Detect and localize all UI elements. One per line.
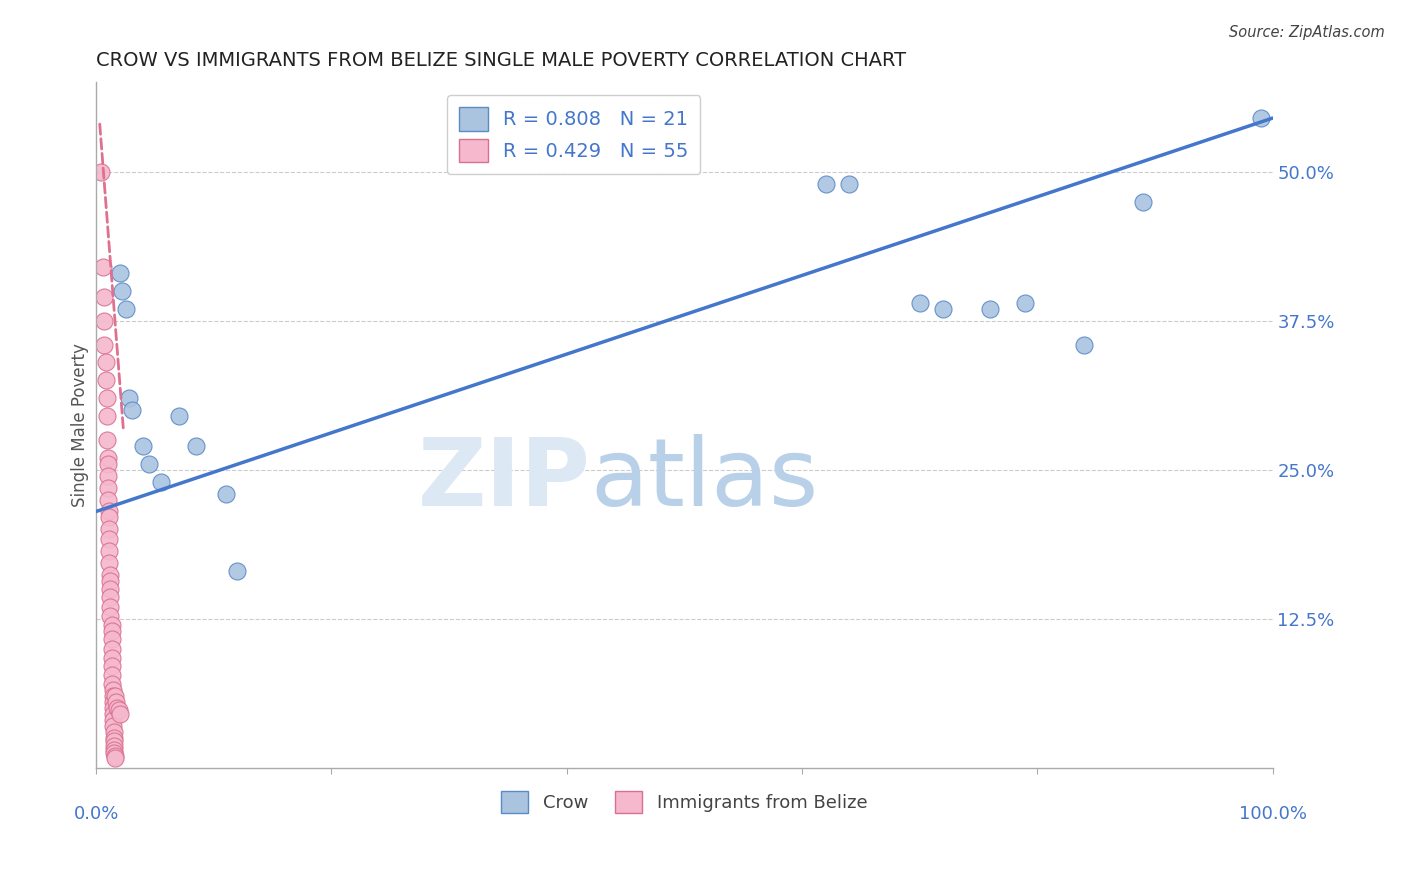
Text: 0.0%: 0.0% (73, 805, 120, 823)
Point (101, 719, 124, 733)
Point (91, 260, 114, 274)
Point (98, 532, 121, 546)
Point (98, 567, 121, 582)
Point (98, 543, 121, 558)
Point (1073, 337, 1095, 351)
Point (97, 481, 120, 495)
Point (103, 747, 125, 761)
Point (105, 701, 128, 715)
Legend: Crow, Immigrants from Belize: Crow, Immigrants from Belize (494, 784, 875, 821)
Point (101, 689, 124, 703)
Point (101, 683, 124, 698)
Point (98, 582, 121, 596)
Point (107, 704, 129, 718)
Point (103, 731, 125, 745)
Point (149, 475, 172, 489)
Point (98, 599, 121, 614)
Point (97, 450, 120, 465)
Point (103, 739, 125, 754)
Point (101, 713, 124, 727)
Point (105, 695, 128, 709)
Point (94, 373, 117, 387)
Point (118, 391, 141, 405)
Point (814, 177, 837, 191)
Text: Source: ZipAtlas.com: Source: ZipAtlas.com (1229, 25, 1385, 40)
Point (132, 439, 155, 453)
Point (98, 510, 121, 524)
Point (90, 165, 112, 179)
Point (121, 403, 143, 417)
Point (167, 409, 190, 423)
Point (138, 457, 160, 471)
Point (1250, 111, 1272, 125)
Text: ZIP: ZIP (418, 434, 591, 526)
Point (98, 522, 121, 536)
Point (93, 314, 115, 328)
Point (114, 301, 136, 316)
Point (104, 748, 127, 763)
Point (100, 617, 122, 632)
Point (98, 609, 121, 624)
Point (979, 301, 1001, 316)
Text: atlas: atlas (591, 434, 818, 526)
Point (97, 457, 120, 471)
Point (100, 632, 122, 646)
Point (932, 301, 955, 316)
Point (104, 751, 127, 765)
Point (98, 574, 121, 588)
Point (908, 296, 931, 310)
Point (111, 284, 134, 298)
Point (100, 667, 122, 681)
Point (100, 641, 122, 656)
Point (96, 409, 118, 423)
Point (97, 468, 120, 483)
Point (101, 701, 124, 715)
Point (100, 659, 122, 673)
Text: CROW VS IMMIGRANTS FROM BELIZE SINGLE MALE POVERTY CORRELATION CHART: CROW VS IMMIGRANTS FROM BELIZE SINGLE MA… (96, 51, 907, 70)
Point (101, 695, 124, 709)
Point (98, 591, 121, 605)
Point (98, 556, 121, 570)
Point (108, 266, 131, 280)
Point (103, 734, 125, 748)
Point (214, 486, 236, 500)
Point (96, 391, 118, 405)
Point (93, 290, 115, 304)
Text: 100.0%: 100.0% (1239, 805, 1306, 823)
Point (100, 624, 122, 638)
Point (838, 177, 860, 191)
Y-axis label: Single Male Poverty: Single Male Poverty (72, 343, 89, 507)
Point (1014, 296, 1036, 310)
Point (97, 492, 120, 507)
Point (104, 689, 127, 703)
Point (93, 337, 115, 351)
Point (108, 707, 131, 722)
Point (1132, 194, 1154, 209)
Point (98, 504, 121, 518)
Point (226, 564, 249, 578)
Point (101, 707, 124, 722)
Point (100, 651, 122, 665)
Point (94, 355, 117, 369)
Point (96, 433, 118, 447)
Point (103, 743, 125, 757)
Point (103, 725, 125, 739)
Point (100, 677, 122, 691)
Point (186, 439, 208, 453)
